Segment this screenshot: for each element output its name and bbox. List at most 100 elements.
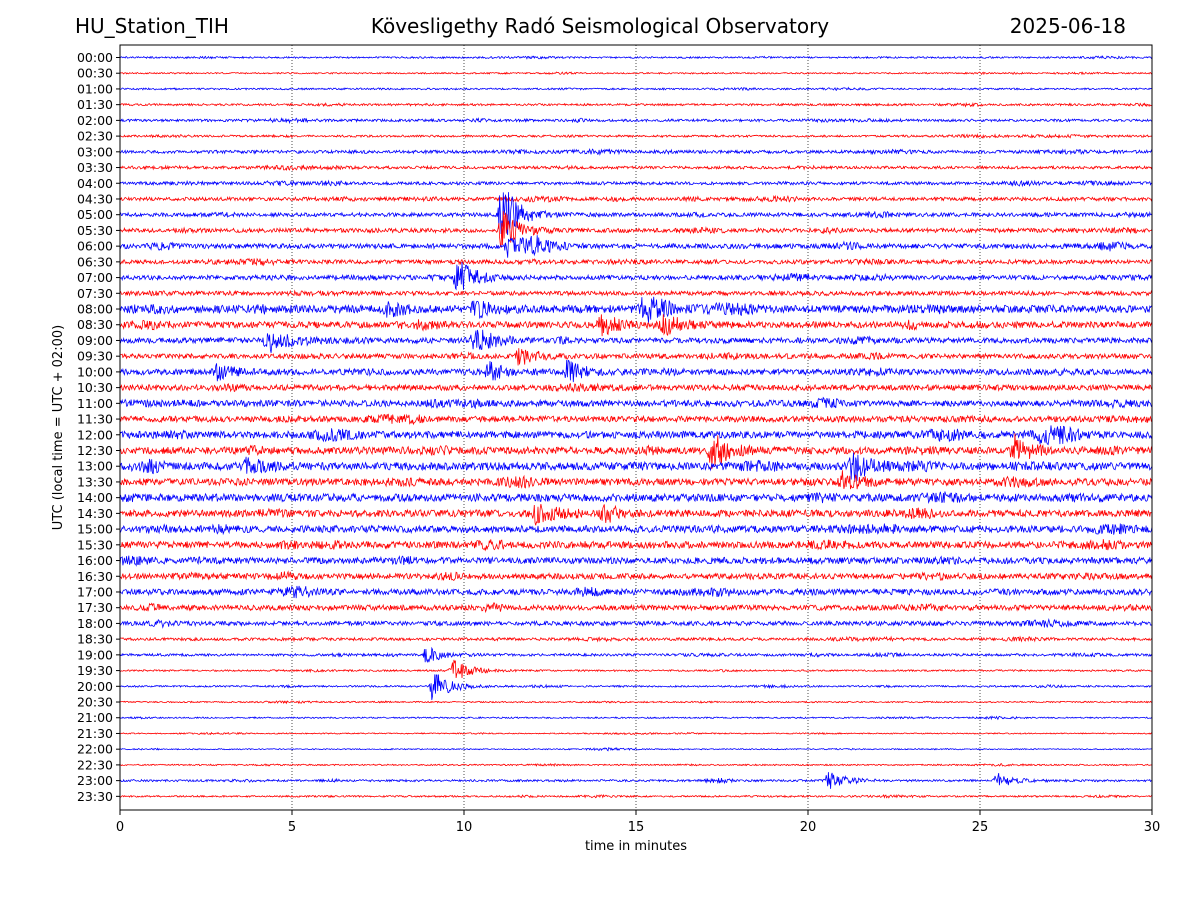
trace-2300 <box>119 772 1153 789</box>
y-tick-label-19: 09:30 <box>77 349 113 364</box>
x-tick-label-6: 30 <box>1144 820 1161 835</box>
trace-0800 <box>119 296 1153 323</box>
y-tick-label-39: 19:30 <box>77 663 113 678</box>
y-tick-label-31: 15:30 <box>77 537 113 552</box>
y-tick-label-23: 11:30 <box>77 412 113 427</box>
trace-1530 <box>119 539 1153 552</box>
trace-1330 <box>119 470 1153 490</box>
trace-2130 <box>119 731 1153 736</box>
y-tick-label-0: 00:00 <box>77 50 113 65</box>
trace-0630 <box>119 257 1153 267</box>
y-tick-label-3: 01:30 <box>77 97 113 112</box>
y-tick-label-14: 07:00 <box>77 270 113 285</box>
trace-1230 <box>119 433 1153 470</box>
trace-1400 <box>119 491 1153 505</box>
y-tick-label-45: 22:30 <box>77 757 113 772</box>
y-tick-label-8: 04:00 <box>77 176 113 191</box>
grid-lines <box>291 45 981 810</box>
y-tick-label-18: 09:00 <box>77 333 113 348</box>
trace-0400 <box>119 179 1153 188</box>
trace-0300 <box>119 147 1153 156</box>
y-tick-label-5: 02:30 <box>77 129 113 144</box>
y-tick-label-40: 20:00 <box>77 679 113 694</box>
y-tick-label-33: 16:30 <box>77 569 113 584</box>
trace-0600 <box>119 235 1153 258</box>
x-tick-label-1: 5 <box>288 820 296 835</box>
trace-1030 <box>119 382 1153 393</box>
trace-1900 <box>119 646 1153 663</box>
y-tick-label-24: 12:00 <box>77 427 113 442</box>
trace-0200 <box>119 117 1153 125</box>
y-tick-label-27: 13:30 <box>77 474 113 489</box>
trace-1430 <box>119 504 1153 526</box>
trace-2230 <box>119 763 1153 767</box>
y-tick-label-37: 18:30 <box>77 632 113 647</box>
y-tick-label-20: 10:00 <box>77 364 113 379</box>
trace-1830 <box>119 635 1153 643</box>
trace-0530 <box>119 211 1153 248</box>
y-tick-label-22: 11:00 <box>77 396 113 411</box>
trace-1700 <box>119 585 1153 599</box>
seismic-traces <box>119 55 1153 799</box>
trace-1630 <box>119 570 1153 582</box>
y-tick-label-21: 10:30 <box>77 380 113 395</box>
trace-0100 <box>119 86 1153 92</box>
trace-2100 <box>119 715 1153 721</box>
y-tick-label-10: 05:00 <box>77 207 113 222</box>
y-tick-label-36: 18:00 <box>77 616 113 631</box>
y-tick-label-47: 23:30 <box>77 789 113 804</box>
y-tick-label-7: 03:30 <box>77 160 113 175</box>
y-tick-label-46: 23:00 <box>77 773 113 788</box>
trace-0330 <box>119 164 1153 172</box>
trace-0030 <box>119 71 1153 76</box>
trace-0500 <box>119 192 1153 236</box>
y-tick-label-2: 01:00 <box>77 81 113 96</box>
x-tick-label-5: 25 <box>972 820 989 835</box>
trace-0430 <box>119 194 1153 203</box>
trace-0900 <box>119 329 1153 353</box>
x-axis-ticks: 0 5 10 15 20 25 30 <box>116 810 1160 835</box>
x-axis-label: time in minutes <box>585 839 687 854</box>
trace-2200 <box>119 746 1153 752</box>
y-tick-label-6: 03:00 <box>77 144 113 159</box>
y-tick-label-44: 22:00 <box>77 742 113 757</box>
trace-0130 <box>119 102 1153 108</box>
x-tick-label-0: 0 <box>116 820 124 835</box>
trace-1130 <box>119 413 1153 426</box>
y-tick-label-13: 06:30 <box>77 254 113 269</box>
trace-1930 <box>119 659 1153 679</box>
trace-1100 <box>119 396 1153 410</box>
trace-2330 <box>119 793 1153 799</box>
x-tick-label-3: 15 <box>628 820 645 835</box>
y-tick-label-29: 14:30 <box>77 506 113 521</box>
trace-0930 <box>119 348 1153 366</box>
y-tick-label-28: 14:00 <box>77 490 113 505</box>
trace-1300 <box>119 452 1153 482</box>
y-tick-label-1: 00:30 <box>77 66 113 81</box>
y-tick-label-26: 13:00 <box>77 459 113 474</box>
y-tick-label-43: 21:30 <box>77 726 113 741</box>
trace-0700 <box>119 261 1153 291</box>
x-tick-label-2: 10 <box>456 820 473 835</box>
trace-1500 <box>119 523 1153 536</box>
y-tick-label-32: 16:00 <box>77 553 113 568</box>
y-tick-label-12: 06:00 <box>77 239 113 254</box>
trace-0000 <box>119 55 1153 60</box>
trace-0830 <box>119 314 1153 337</box>
y-tick-label-42: 21:00 <box>77 710 113 725</box>
x-tick-label-4: 20 <box>800 820 817 835</box>
y-tick-label-34: 17:00 <box>77 584 113 599</box>
trace-0230 <box>119 133 1153 139</box>
station-name: HU_Station_TIH <box>75 14 229 38</box>
trace-1600 <box>119 555 1153 567</box>
trace-1000 <box>119 359 1153 383</box>
y-tick-label-4: 02:00 <box>77 113 113 128</box>
trace-2000 <box>119 674 1153 700</box>
y-tick-label-16: 08:00 <box>77 302 113 317</box>
record-date: 2025-06-18 <box>1009 14 1126 38</box>
y-tick-label-35: 17:30 <box>77 600 113 615</box>
y-axis-ticks: 00:0000:3001:0001:3002:0002:3003:0003:30… <box>77 50 120 804</box>
trace-0730 <box>119 289 1153 298</box>
y-tick-label-41: 20:30 <box>77 695 113 710</box>
